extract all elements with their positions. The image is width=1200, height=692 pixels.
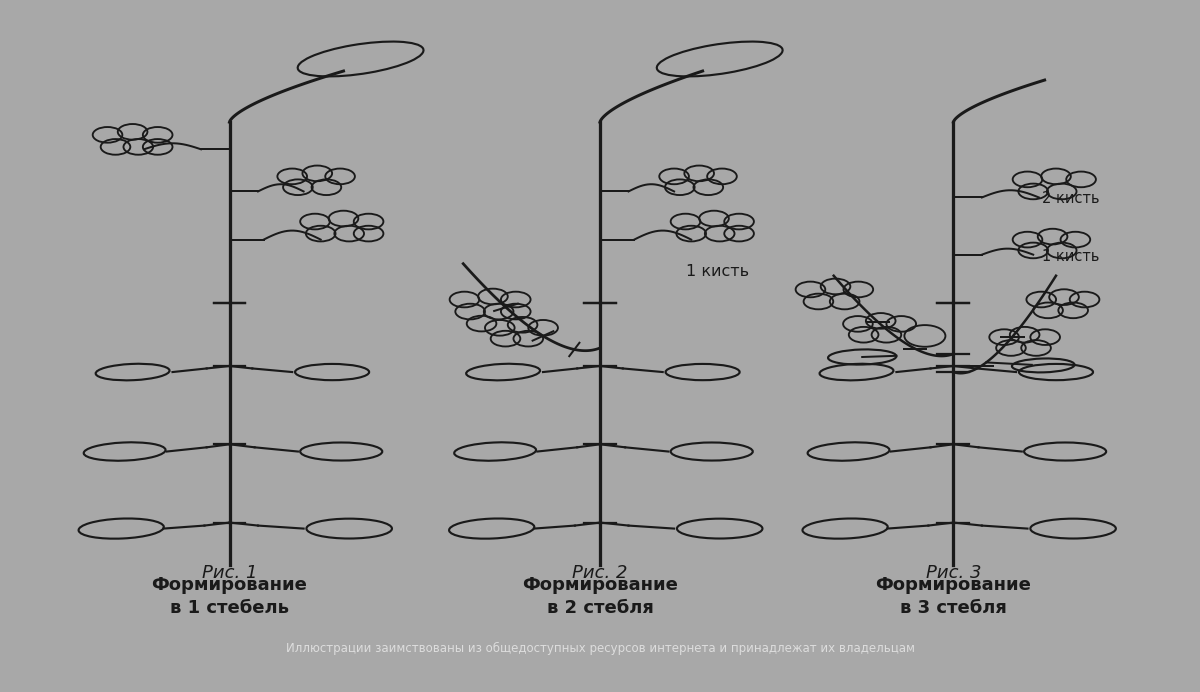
- Text: Рис. 2: Рис. 2: [572, 563, 628, 581]
- Text: Рис. 1: Рис. 1: [202, 563, 257, 581]
- Text: Формирование
в 1 стебель: Формирование в 1 стебель: [151, 576, 307, 617]
- Text: 2 кисть: 2 кисть: [1043, 192, 1100, 206]
- Text: Формирование
в 3 стебля: Формирование в 3 стебля: [876, 576, 1031, 617]
- Text: Формирование
в 2 стебля: Формирование в 2 стебля: [522, 576, 678, 617]
- Text: 1 кисть: 1 кисть: [1043, 248, 1099, 264]
- Text: Иллюстрации заимствованы из общедоступных ресурсов интернета и принадлежат их вл: Иллюстрации заимствованы из общедоступны…: [286, 641, 914, 655]
- Text: Рис. 3: Рис. 3: [925, 563, 982, 581]
- Text: 1 кисть: 1 кисть: [685, 264, 749, 279]
